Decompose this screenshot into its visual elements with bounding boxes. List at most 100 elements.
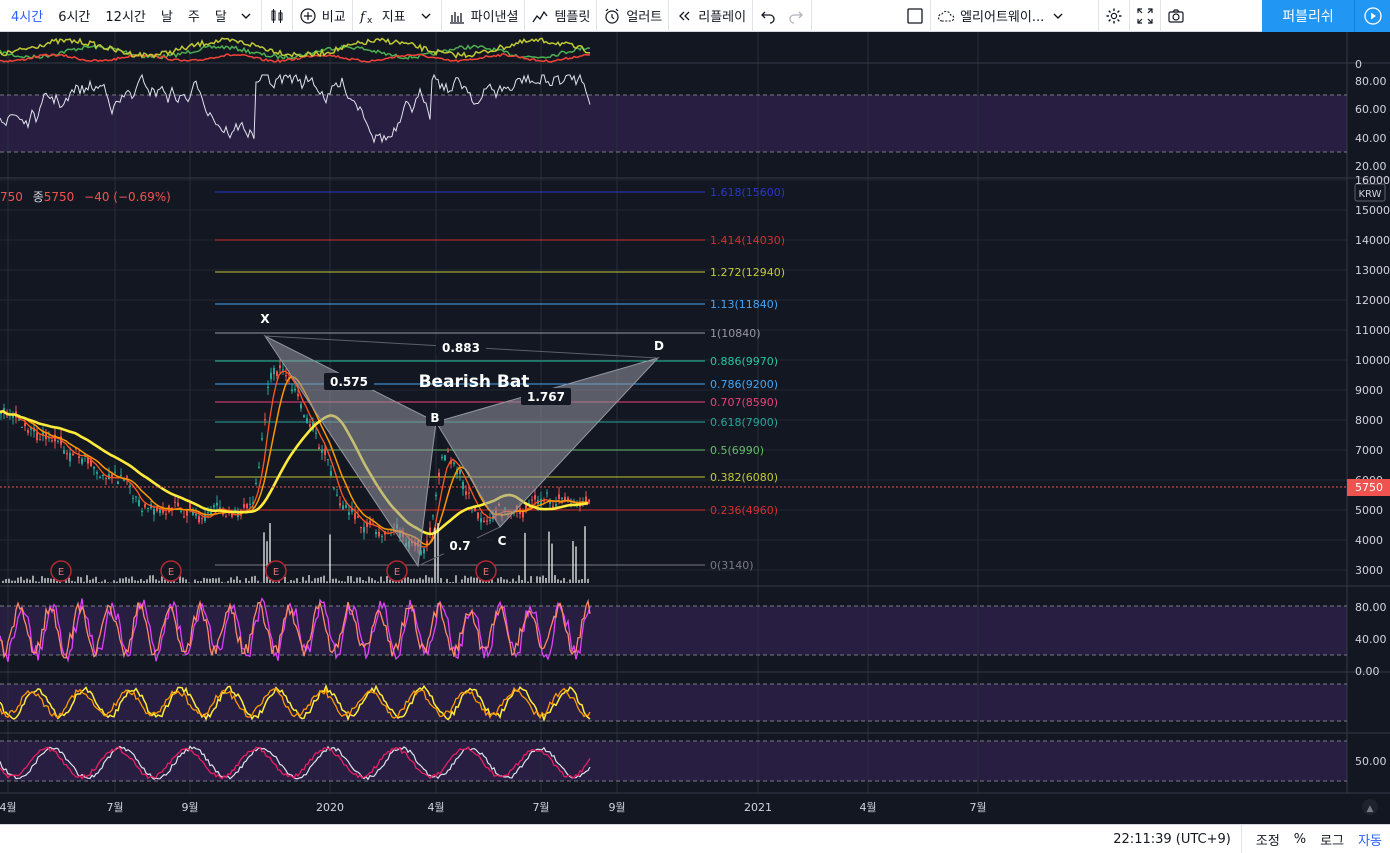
candle-body <box>126 476 128 478</box>
candle-body <box>471 509 473 511</box>
candle-body <box>195 513 197 516</box>
drawing-style-label: 엘리어트웨이... <box>960 10 1045 25</box>
layout-button[interactable] <box>900 0 932 32</box>
candle-body <box>96 472 98 474</box>
rewind-icon <box>675 7 693 25</box>
interval-12h[interactable]: 12시간 <box>105 10 146 25</box>
replay-label: 리플레이 <box>698 10 747 25</box>
candle-body <box>354 513 356 520</box>
candle-body <box>540 498 542 506</box>
percent-toggle[interactable]: % <box>1293 831 1307 847</box>
log-toggle[interactable]: 로그 <box>1320 833 1345 849</box>
pattern-xab-triangle <box>263 334 437 568</box>
alert-button[interactable]: 얼러트 <box>597 0 670 32</box>
pattern-point-c-bg <box>493 532 511 549</box>
candle-body <box>465 491 467 495</box>
fullscreen-button[interactable] <box>1130 0 1162 32</box>
chart-type-button[interactable] <box>262 0 293 32</box>
fib-label: 0.236(4960) <box>710 504 778 517</box>
pattern-point-c: C <box>498 534 507 548</box>
interval-6h[interactable]: 6시간 <box>58 10 91 25</box>
chevron-down-icon[interactable] <box>237 7 255 25</box>
redo-icon[interactable] <box>787 7 805 25</box>
time-axis-label: 9월 <box>181 801 198 814</box>
price-axis-label: 12000 <box>1355 294 1390 307</box>
current-price-tag: 5750 <box>1355 481 1383 494</box>
osc1-purple-line <box>0 597 591 663</box>
candle-body <box>270 372 272 380</box>
candle-body <box>306 418 308 424</box>
price-axis-label: 13000 <box>1355 264 1390 277</box>
osc1-axis-label: 40.00 <box>1355 633 1387 646</box>
currency-badge: KRW <box>1359 189 1382 200</box>
candle-body <box>129 485 131 487</box>
svg-text:x: x <box>367 16 373 25</box>
price-axis-label: 15000 <box>1355 204 1390 217</box>
candle-body <box>438 472 440 478</box>
chart-area[interactable]: 1.618(15600) 1.414(14030) 1.272(12940) 1.13… <box>0 32 1390 824</box>
pine-button[interactable]: 파이낸셜 <box>442 0 526 32</box>
candle-body <box>468 492 470 494</box>
drawing-style-dropdown[interactable]: 엘리어트웨이... <box>931 0 1100 32</box>
replay-button[interactable]: 리플레이 <box>669 0 754 32</box>
candle-body <box>252 502 254 504</box>
candle-body <box>297 394 299 397</box>
pattern-ratio-bcd-bg <box>521 388 571 405</box>
interval-day[interactable]: 날 <box>160 10 173 25</box>
candle-body <box>18 419 20 421</box>
pattern-ratio-abc: 0.7 <box>449 539 470 553</box>
candle-body <box>333 487 335 489</box>
price-axis-label: 5000 <box>1355 504 1383 517</box>
templates-button[interactable]: 템플릿 <box>525 0 598 32</box>
scroll-to-realtime-icon: ▲ <box>1367 804 1374 814</box>
candle-body <box>255 482 257 484</box>
candle-body <box>480 518 482 523</box>
price-axis-label: 3000 <box>1355 564 1383 577</box>
time-axis-label: 2020 <box>316 801 344 814</box>
scroll-to-realtime-button <box>1362 799 1378 815</box>
settings-button[interactable] <box>1099 0 1131 32</box>
interval-week[interactable]: 주 <box>187 10 200 25</box>
candle-body <box>423 548 425 554</box>
candle-body <box>27 430 29 433</box>
candle-body <box>162 508 164 513</box>
adjust-toggle[interactable]: 조정 <box>1255 833 1280 849</box>
compare-button[interactable]: 비교 <box>293 0 353 32</box>
candle-body <box>348 512 350 515</box>
candle-body <box>102 475 104 477</box>
snapshot-button[interactable] <box>1161 0 1191 32</box>
candle-body <box>336 494 338 496</box>
earnings-marker <box>386 560 408 582</box>
candle-body <box>201 518 203 520</box>
publish-menu-button[interactable] <box>1354 0 1390 32</box>
candle-body <box>93 466 95 469</box>
top-green-line <box>0 44 591 60</box>
candle-body <box>351 508 353 512</box>
publish-button[interactable]: 퍼블리쉬 <box>1262 0 1354 32</box>
candle-body <box>234 509 236 511</box>
undo-icon[interactable] <box>759 7 777 25</box>
earnings-marker <box>160 560 182 582</box>
candle-body <box>132 497 134 499</box>
candles-icon <box>268 7 286 25</box>
candle-body <box>489 519 491 522</box>
candle-body <box>339 503 341 506</box>
candle-body <box>327 459 329 461</box>
interval-4h[interactable]: 4시간 <box>11 10 44 25</box>
chart-canvas[interactable]: 1.618(15600) 1.414(14030) 1.272(12940) 1.13… <box>0 32 1390 824</box>
earnings-marker-label: E <box>394 567 400 578</box>
price-axis-label: 11000 <box>1355 324 1390 337</box>
rsi-line <box>0 73 591 144</box>
candle-body <box>183 516 185 518</box>
interval-month[interactable]: 달 <box>214 10 227 25</box>
price-axis-label: 10000 <box>1355 354 1390 367</box>
candle-body <box>30 426 32 430</box>
candle-body <box>219 507 221 509</box>
price-axis-label: 16000 <box>1355 174 1390 187</box>
candle-body <box>51 440 53 442</box>
auto-toggle[interactable]: 자동 <box>1358 833 1382 849</box>
alarm-clock-icon <box>603 7 621 25</box>
legend-change: −40 (−0.69%) <box>84 190 171 204</box>
osc2-orange-line <box>0 686 591 720</box>
